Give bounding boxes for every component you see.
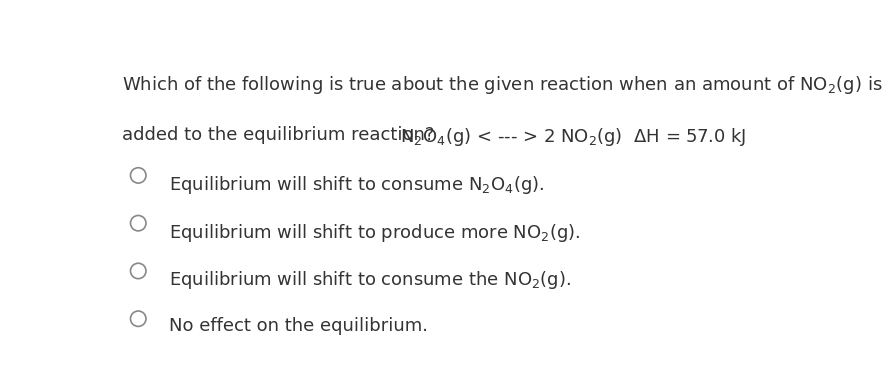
Text: Which of the following is true about the given reaction when an amount of NO$_2$: Which of the following is true about the… bbox=[122, 74, 881, 96]
Text: added to the equilibrium reaction?: added to the equilibrium reaction? bbox=[122, 126, 434, 144]
Text: Equilibrium will shift to consume the NO$_2$(g).: Equilibrium will shift to consume the NO… bbox=[169, 270, 570, 291]
Text: N$_2$O$_4$(g) < --- > 2 NO$_2$(g)  $\Delta$H = 57.0 kJ: N$_2$O$_4$(g) < --- > 2 NO$_2$(g) $\Delt… bbox=[400, 126, 745, 148]
Text: Equilibrium will shift to produce more NO$_2$(g).: Equilibrium will shift to produce more N… bbox=[169, 222, 579, 244]
Text: No effect on the equilibrium.: No effect on the equilibrium. bbox=[169, 317, 427, 335]
Text: Equilibrium will shift to consume N$_2$O$_4$(g).: Equilibrium will shift to consume N$_2$O… bbox=[169, 174, 544, 196]
